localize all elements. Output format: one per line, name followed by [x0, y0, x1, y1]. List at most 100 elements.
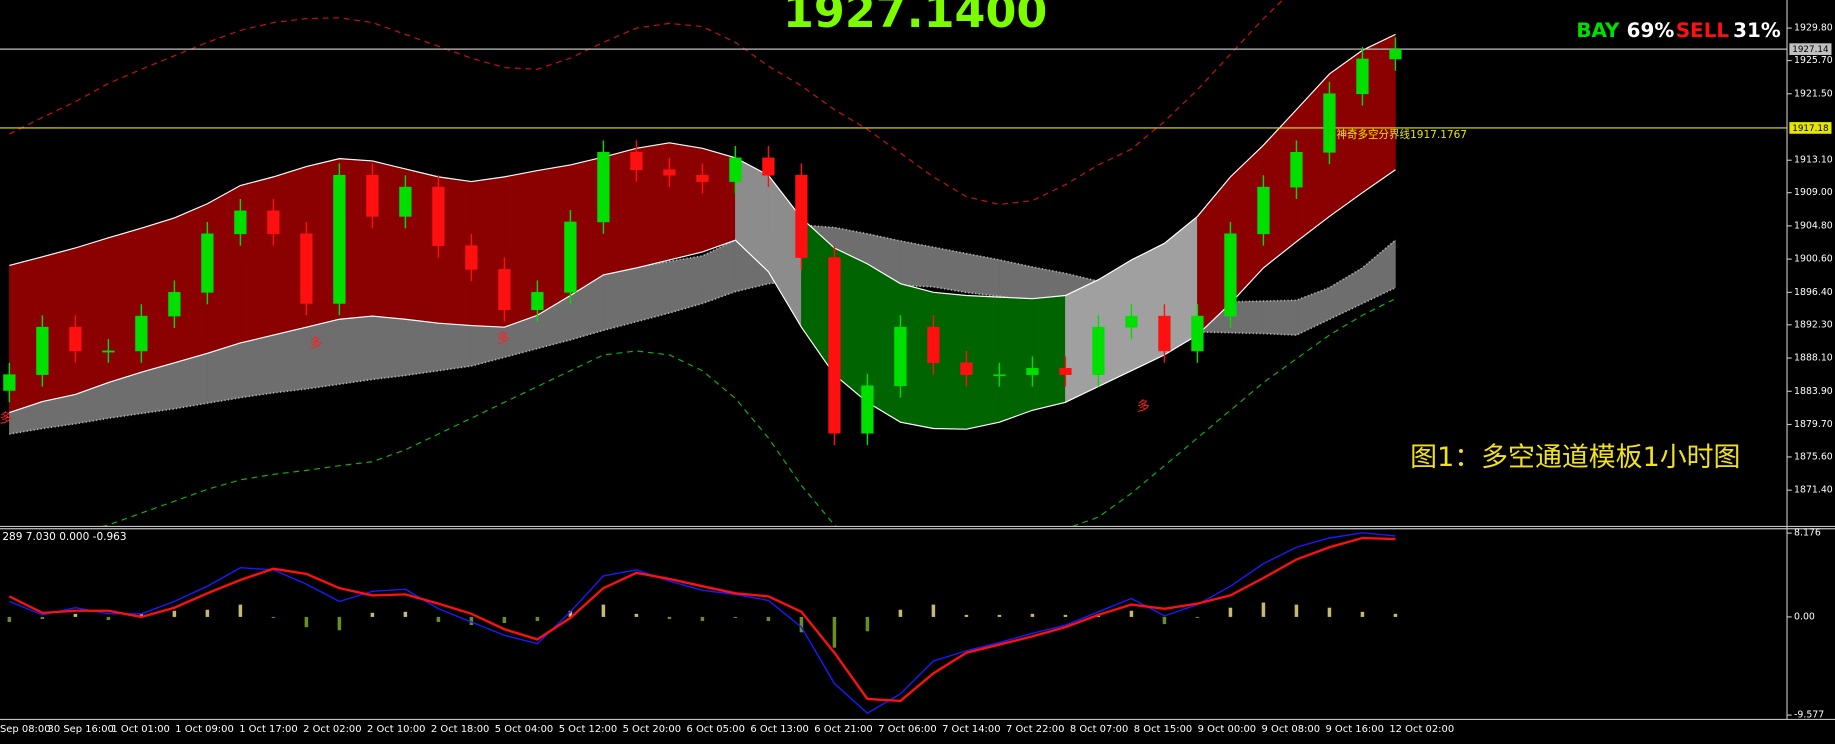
histogram-bar — [997, 614, 1002, 617]
candle-body — [201, 233, 214, 293]
y-tick-label: 8.176 — [1794, 528, 1821, 539]
x-tick-label: 5 Oct 20:00 — [623, 724, 681, 735]
y-tick-label: 1892.30 — [1794, 319, 1833, 330]
band-segment — [108, 227, 142, 383]
cloud-segment — [933, 246, 967, 293]
histogram-bar — [370, 612, 375, 617]
level-label-box — [1789, 43, 1832, 55]
histogram-bar — [535, 616, 540, 622]
histogram-bar — [832, 616, 837, 648]
histogram-bar — [469, 616, 474, 626]
sell-label: SELL — [1676, 19, 1730, 42]
buy-label: BAY — [1576, 19, 1620, 42]
histogram-bar — [436, 616, 441, 623]
histogram-bar — [1393, 613, 1398, 617]
histogram-bar — [238, 604, 243, 617]
candle-body — [861, 385, 874, 434]
cloud-edge — [9, 279, 1396, 435]
band-segment — [240, 176, 274, 344]
candle-body — [267, 210, 280, 235]
y-tick-label: 1900.60 — [1794, 254, 1833, 265]
histogram-bar — [700, 616, 705, 622]
candle-body — [234, 210, 247, 235]
y-tick-label: 0.00 — [1794, 611, 1815, 622]
signal-marker: 多 — [0, 411, 12, 426]
indicator-line — [8, 536, 1396, 703]
cloud-segment — [669, 255, 703, 314]
candle-body — [300, 233, 313, 304]
candle-body — [1092, 326, 1105, 375]
signal-marker: 多 — [310, 336, 323, 351]
x-tick-label: 6 Oct 21:00 — [814, 724, 872, 735]
x-tick-label: 9 Oct 16:00 — [1325, 724, 1383, 735]
x-tick-label: 8 Oct 15:00 — [1134, 724, 1192, 735]
y-tick-label: 1929.80 — [1794, 23, 1833, 34]
histogram-bar — [733, 616, 738, 618]
histogram-bar — [73, 613, 78, 617]
histogram-bar — [172, 610, 177, 617]
histogram-bar — [1360, 611, 1365, 617]
y-tick-label: -9.577 — [1794, 710, 1824, 721]
histogram-bar — [403, 611, 408, 617]
candle-body — [168, 292, 181, 317]
candle-body — [69, 326, 82, 352]
y-tick-label: 1871.40 — [1794, 485, 1833, 496]
x-tick-label: 8 Oct 07:00 — [1070, 724, 1128, 735]
candle-body — [102, 350, 115, 353]
candle-body — [597, 152, 610, 223]
candle-body — [663, 169, 676, 176]
signal-marker: 多 — [1137, 400, 1150, 415]
histogram-bar — [766, 616, 771, 622]
histogram-bar — [1327, 607, 1332, 617]
histogram-bar — [1030, 613, 1035, 617]
candle-body — [531, 292, 544, 311]
sell-percent: 31% — [1733, 19, 1781, 42]
histogram-bar — [1261, 602, 1266, 617]
level-label: 1917.18 — [1792, 124, 1828, 134]
candle-body — [135, 315, 148, 352]
candle-body — [1389, 49, 1402, 60]
y-tick-label: 1888.10 — [1794, 353, 1833, 364]
candle-body — [729, 157, 742, 182]
band-segment — [999, 296, 1033, 423]
x-tick-label: 2 Oct 02:00 — [303, 724, 361, 735]
cloud-segment — [1263, 299, 1297, 336]
x-tick-label: 6 Oct 13:00 — [750, 724, 808, 735]
band-segment — [1131, 242, 1165, 372]
indicator-line — [9, 532, 1396, 715]
candle-body — [1158, 315, 1171, 352]
histogram-bar — [568, 610, 573, 617]
band-edge — [9, 33, 1396, 300]
candle-body — [1323, 93, 1336, 153]
band-segment — [75, 237, 109, 395]
histogram-bar — [271, 616, 276, 618]
candle-body — [1059, 368, 1072, 375]
histogram-bar — [931, 604, 936, 617]
histogram-bar — [139, 613, 144, 617]
histogram-bar — [601, 604, 606, 617]
histogram-bar — [667, 616, 672, 619]
histogram-bar — [7, 616, 12, 623]
histogram-bar — [40, 616, 45, 619]
y-tick-label: 1904.80 — [1794, 220, 1833, 231]
histogram-bar — [1195, 616, 1200, 618]
histogram-bar — [1129, 610, 1134, 617]
candle-body — [366, 174, 379, 217]
histogram-bar — [898, 609, 903, 617]
envelope-line — [99, 298, 1396, 527]
histogram-bar — [799, 616, 804, 633]
x-tick-label: 2 Oct 18:00 — [431, 724, 489, 735]
band-segment — [966, 295, 1000, 430]
price-panel — [0, 0, 1788, 527]
envelope-line — [9, 0, 1284, 206]
histogram-bar — [337, 616, 342, 631]
band-segment — [42, 247, 76, 402]
x-tick-label: 7 Oct 22:00 — [1006, 724, 1064, 735]
candle-body — [795, 174, 808, 258]
y-tick-label: 1883.90 — [1794, 386, 1833, 397]
indicator-header: 289 7.030 0.000 -0.963 — [2, 531, 126, 543]
x-tick-label: 5 Oct 04:00 — [495, 724, 553, 735]
y-tick-label: 1925.70 — [1794, 55, 1833, 66]
